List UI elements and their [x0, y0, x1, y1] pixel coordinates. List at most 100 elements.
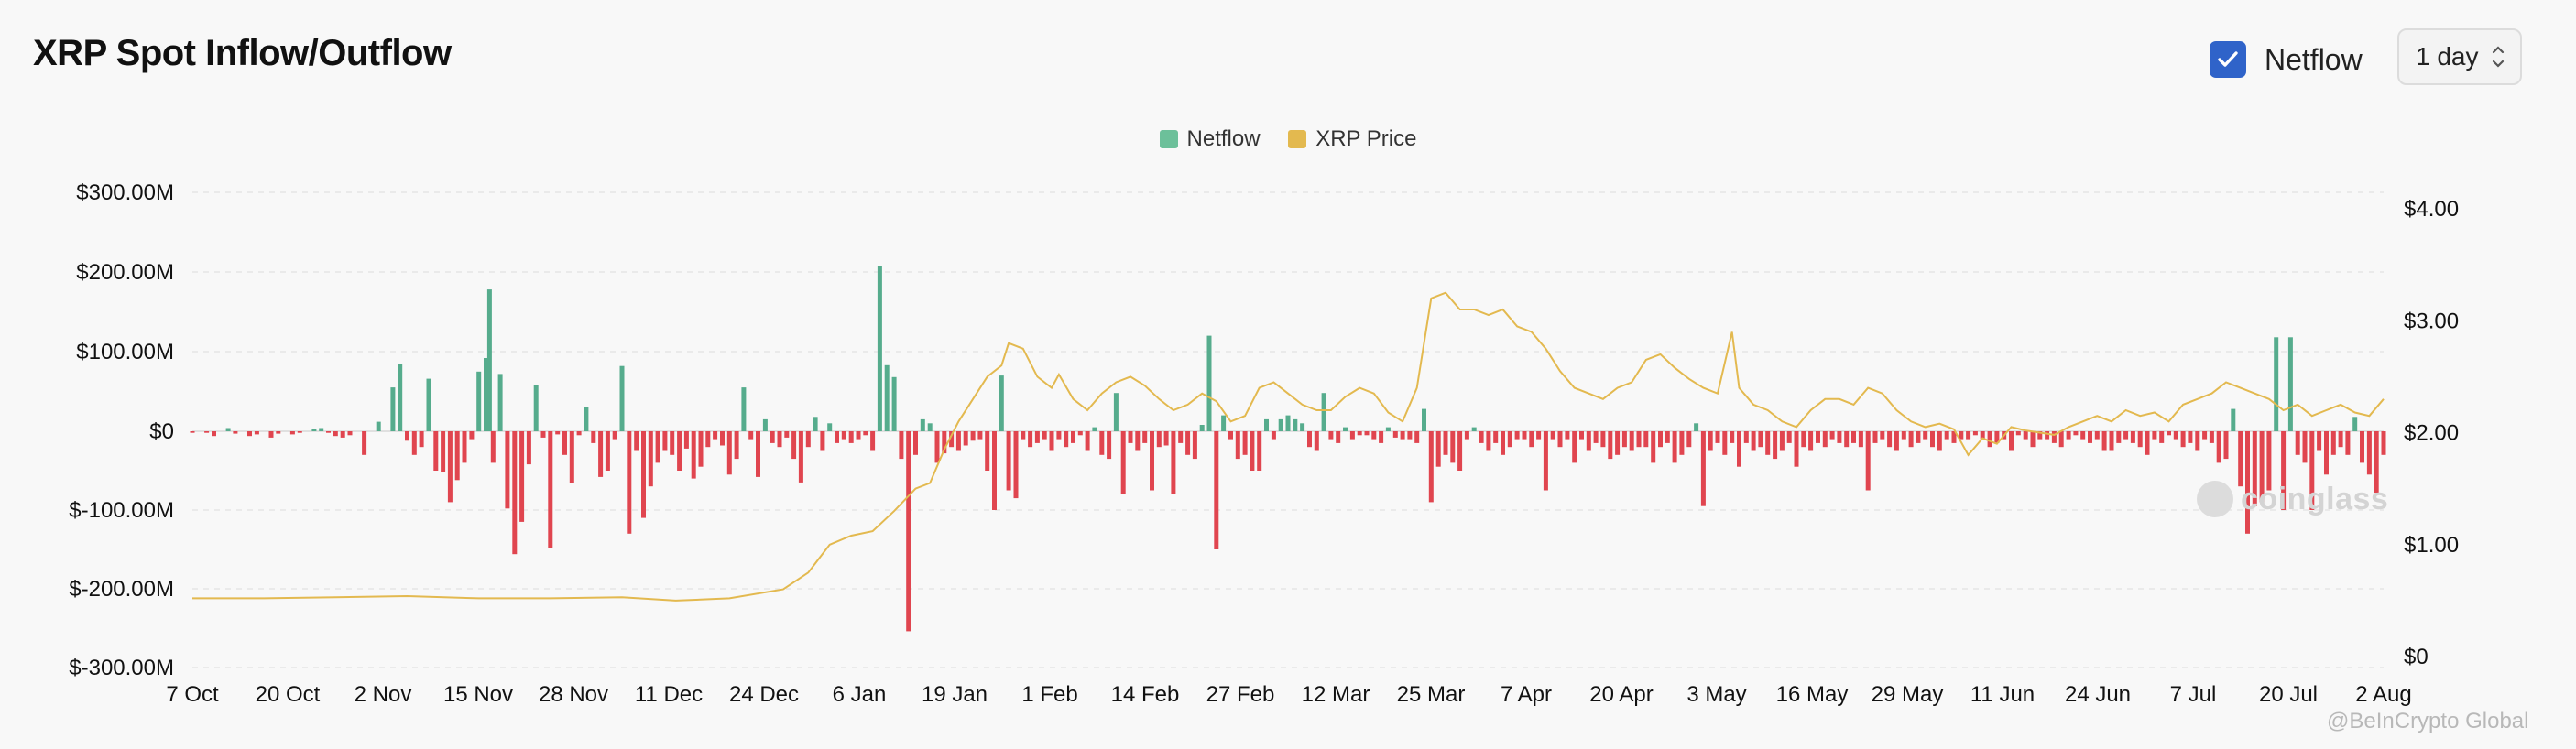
outflow-bar [297, 431, 302, 433]
outflow-bar [1077, 431, 1083, 436]
netflow-checkbox[interactable] [2210, 41, 2246, 78]
outflow-bar [1464, 431, 1469, 440]
netflow-toggle-label[interactable]: Netflow [2265, 43, 2363, 76]
outflow-bar [1565, 431, 1570, 440]
x-tick-label: 11 Dec [635, 682, 703, 707]
inflow-bar [877, 266, 882, 431]
y-tick-label: $300.00M [76, 180, 174, 205]
outflow-bar [569, 431, 574, 483]
outflow-bar [1737, 431, 1741, 467]
outflow-bar [770, 431, 775, 443]
outflow-bar [1250, 431, 1255, 471]
outflow-bar [1808, 431, 1814, 451]
x-tick-label: 2 Aug [2355, 682, 2411, 707]
outflow-bar [1579, 431, 1584, 440]
x-tick-label: 20 Jul [2259, 682, 2318, 707]
outflow-bar [1550, 431, 1555, 440]
x-tick-label: 7 Oct [166, 682, 219, 707]
outflow-bar [405, 431, 409, 441]
outflow-bar [1021, 431, 1026, 440]
xrp-price-line [192, 291, 2385, 602]
outflow-bar [1794, 431, 1799, 467]
outflow-bar [1392, 431, 1398, 438]
legend-label-xrp-price: XRP Price [1315, 126, 1417, 151]
outflow-bar [1686, 431, 1692, 448]
outflow-bar [942, 431, 947, 454]
outflow-bar [1822, 431, 1828, 448]
outflow-bar [2116, 431, 2122, 443]
y-tick-label: $100.00M [76, 340, 174, 364]
outflow-bar [1013, 431, 1019, 499]
outflow-bar [2259, 431, 2265, 503]
outflow-bar [1056, 431, 1062, 440]
outflow-bar [777, 431, 782, 448]
inflow-bar [1471, 427, 1477, 431]
outflow-bar [433, 431, 439, 471]
page-title: XRP Spot Inflow/Outflow [33, 33, 452, 73]
x-tick-label: 20 Apr [1589, 682, 1653, 707]
outflow-bar [490, 431, 496, 463]
outflow-bar [1507, 431, 1512, 448]
inflow-bar [1199, 425, 1205, 431]
outflow-bar [1028, 431, 1033, 448]
outflow-bar [1529, 431, 1534, 448]
y-axis-right: $4.00 $3.00 $2.00 $1.00 $0 [2404, 197, 2459, 669]
outflow-bar [720, 431, 725, 446]
outflow-bar [906, 431, 911, 632]
outflow-bar [1349, 431, 1355, 440]
x-tick-label: 19 Jan [922, 682, 988, 707]
x-tick-label: 1 Feb [1021, 682, 1077, 707]
y2-tick-label: $4.00 [2404, 197, 2459, 222]
outflow-bar [1107, 431, 1112, 460]
inflow-bar [1293, 418, 1298, 431]
inflow-bar [533, 385, 539, 431]
outflow-bar [1314, 431, 1319, 451]
x-tick-label: 3 May [1686, 682, 1746, 707]
outflow-bar [1708, 431, 1713, 451]
outflow-bar [1479, 431, 1484, 443]
outflow-bar [2009, 431, 2014, 451]
y2-tick-label: $2.00 [2404, 421, 2459, 446]
legend-item-xrp-price[interactable]: XRP Price [1288, 126, 1416, 152]
outflow-bar [2188, 431, 2193, 443]
outflow-bar [1493, 431, 1499, 443]
outflow-bar [2302, 431, 2308, 463]
inflow-bar [1278, 418, 1283, 431]
inflow-bar [999, 375, 1004, 431]
outflow-bar [1006, 431, 1011, 491]
x-tick-label: 20 Oct [256, 682, 321, 707]
outflow-bar [1214, 431, 1219, 549]
outflow-bar [1307, 431, 1312, 448]
x-axis: 7 Oct 20 Oct 2 Nov 15 Nov 28 Nov 11 Dec 24 Dec… [166, 682, 2411, 707]
outflow-bar [562, 431, 567, 455]
outflow-bar [2030, 431, 2036, 448]
legend-item-netflow[interactable]: Netflow [1159, 126, 1261, 152]
outflow-bar [1228, 431, 1233, 440]
outflow-bar [1880, 431, 1885, 440]
outflow-bar [655, 431, 660, 463]
outflow-bar [326, 431, 331, 433]
netflow-bars [190, 266, 2386, 632]
inflow-bar [1300, 423, 1305, 431]
outflow-bar [1543, 431, 1548, 491]
outflow-bar [2167, 431, 2171, 436]
inflow-bar [584, 407, 589, 431]
outflow-bar [1629, 431, 1634, 451]
period-select[interactable]: 1 day [2397, 28, 2522, 85]
outflow-bar [1765, 431, 1771, 455]
outflow-bar [863, 431, 868, 436]
inflow-bar [827, 423, 833, 431]
outflow-bar [955, 431, 961, 451]
outflow-bar [1192, 431, 1197, 460]
outflow-bar [2015, 431, 2021, 436]
outflow-bar [411, 431, 417, 455]
outflow-bar [648, 431, 653, 487]
inflow-bar [1092, 427, 1097, 431]
outflow-bar [1615, 431, 1621, 455]
outflow-bar [212, 431, 216, 437]
outflow-bar [726, 431, 732, 475]
outflow-bar [662, 431, 668, 451]
outflow-bar [1816, 431, 1820, 443]
outflow-bar [605, 431, 610, 471]
